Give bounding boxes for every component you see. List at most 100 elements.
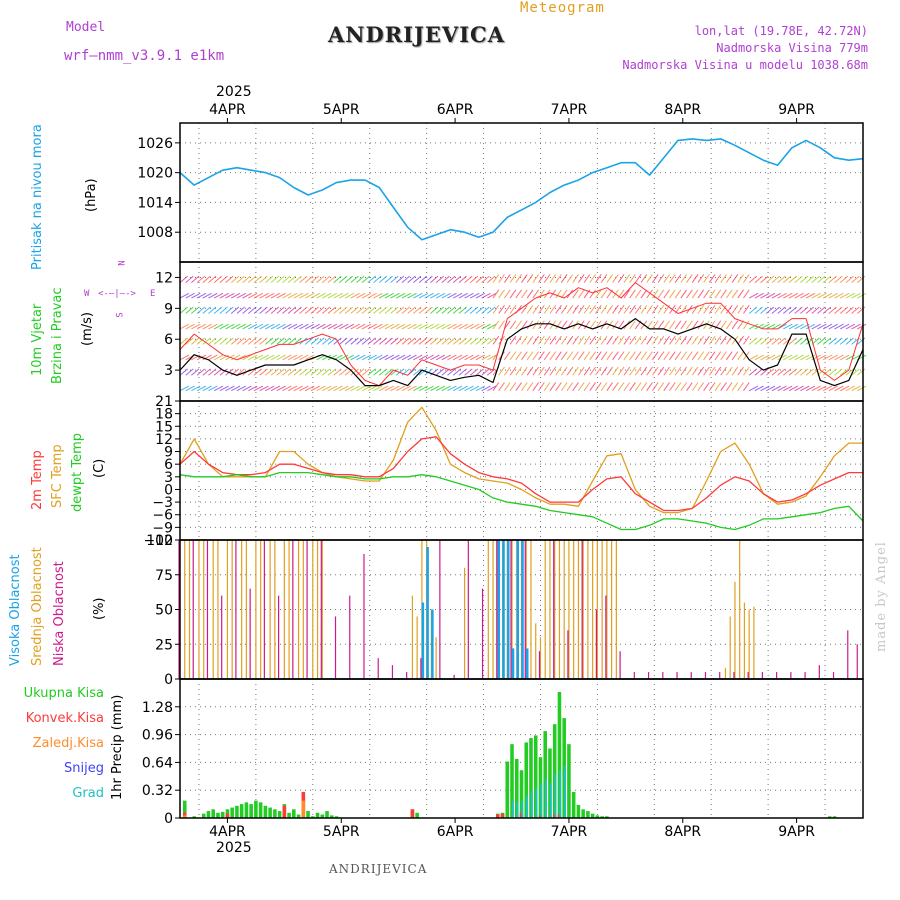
total-rain-bar [211, 809, 215, 818]
wind-barb [356, 275, 365, 283]
wind-barb [663, 366, 670, 376]
wind-barb [623, 382, 631, 391]
y-tick-label: −3 [152, 495, 173, 511]
wind-barb [344, 323, 355, 330]
wind-barb [651, 366, 659, 376]
wind-barb [248, 385, 258, 392]
wind-barb [845, 385, 855, 392]
wind-barb [299, 385, 309, 392]
wind-barb [441, 385, 451, 392]
wind-barb [669, 382, 676, 391]
wind-barb [526, 335, 534, 345]
wind-barb [282, 354, 292, 361]
wind-barb [287, 368, 297, 376]
y-tick-label: 18 [155, 407, 173, 423]
wind-barb [470, 292, 480, 299]
wind-barb [447, 306, 456, 314]
wind-barb [452, 275, 462, 283]
wind-barb [783, 323, 793, 330]
wind-barb [817, 385, 827, 392]
wind-barb [344, 306, 354, 314]
wind-barb [179, 275, 188, 283]
wind-barb [748, 306, 758, 314]
wind-barb [669, 320, 676, 330]
watermark: made by Angel [874, 541, 889, 652]
wind-barb [532, 351, 540, 361]
wind-barb [247, 368, 257, 376]
wind-barb [532, 382, 540, 391]
pressure-axis-label: Pritisak na nivou mora [30, 124, 45, 270]
wind-barb [737, 320, 744, 330]
wind-barb [367, 275, 376, 283]
total-rain-bar [552, 724, 557, 818]
wind-barb [202, 354, 212, 361]
wind-barb [384, 385, 394, 392]
wind-barb [304, 385, 315, 392]
wind-barb [424, 323, 434, 330]
wind-barb [765, 275, 775, 283]
total-rain-bar [292, 809, 296, 818]
wind-barb [623, 335, 631, 345]
wind-barb [657, 305, 665, 314]
wind-barb [447, 385, 457, 392]
compass-north: N [117, 260, 128, 266]
wind-barb [236, 323, 246, 330]
wind-barb [828, 323, 838, 330]
wind-barb [276, 354, 286, 361]
total-rain-bar [263, 805, 268, 818]
wind-barb [418, 292, 429, 299]
y-tick-label: 15 [155, 419, 173, 435]
y-tick-label: 1026 [137, 136, 173, 152]
wind-barb [293, 323, 303, 330]
wind-barb [822, 306, 832, 314]
wind-barb [401, 337, 410, 345]
wind-barb [725, 289, 733, 299]
wind-barb [498, 274, 505, 283]
wind-barb [179, 337, 188, 345]
wind-barb [839, 354, 850, 361]
wind-barb [452, 292, 463, 299]
wind-barb [640, 274, 648, 283]
wind-barb [361, 292, 372, 299]
wind-barb [555, 366, 562, 376]
wind-barb [185, 323, 195, 330]
y-tick-label: 0.64 [142, 755, 173, 771]
wind-barb [731, 382, 739, 391]
wind-barb [595, 382, 602, 391]
wind-barb [800, 385, 810, 392]
graupel-bar [530, 791, 533, 818]
wind-barb [498, 305, 505, 314]
wind-barb [225, 337, 234, 345]
wind-barb [435, 323, 446, 330]
wind-barb [418, 306, 428, 314]
wind-barb [413, 292, 423, 299]
wind-barb [213, 275, 223, 283]
wind-barb [669, 274, 676, 283]
wind-barb [441, 275, 450, 283]
wind-barb [196, 275, 206, 283]
wind-barb [714, 382, 722, 391]
wind-barb [521, 320, 528, 330]
model-name: wrf—nmm_v3.9.1 e1km [64, 48, 225, 64]
y-tick-label: 0 [164, 482, 173, 498]
wind-barb [253, 306, 262, 314]
wind-barb [697, 366, 705, 376]
wind-barb [367, 368, 376, 376]
wind-barb [566, 274, 574, 283]
wind-barb [390, 337, 399, 345]
wind-barb [532, 335, 540, 345]
total-rain-bar [595, 815, 600, 818]
wind-barb [583, 335, 591, 345]
wind-barb [304, 275, 314, 283]
wind-barb [287, 385, 298, 392]
wind-barb [225, 323, 235, 330]
wind-barb [777, 292, 787, 299]
wind-barb [794, 337, 803, 345]
wind-barb [725, 305, 733, 314]
wind-barb [680, 274, 688, 283]
wind-barb [350, 275, 359, 283]
wind-barb [481, 368, 490, 376]
wind-barb [327, 275, 336, 283]
wind-barb [760, 306, 769, 314]
wind-barb [487, 292, 497, 299]
